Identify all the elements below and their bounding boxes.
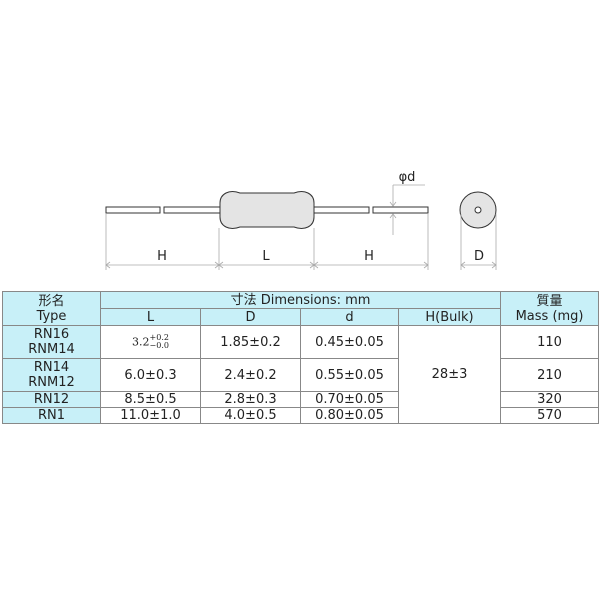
type-cell: RN14 RNM12 [2,358,101,392]
l-cell: 6.0±0.3 [100,358,201,392]
d-diameter-cell: 1.85±0.2 [200,325,301,359]
header-mass: 質量 Mass (mg) [500,291,600,326]
header-dimensions: 寸法 Dimensions: mm [99,291,502,309]
header-type: 形名 Type [2,291,101,326]
dimensions-table: 形名 Type 寸法 Dimensions: mm 質量 Mass (mg) L D… [2,291,600,424]
d-diameter-cell: 2.4±0.2 [200,358,301,392]
label-h-right: H [364,249,374,264]
lead-d-cell: 0.45±0.05 [300,325,399,359]
lead-d-cell: 0.70±0.05 [300,391,399,408]
table-row: RN16 RNM14 3.2 +0.2 −0.0 1.85±0.2 0.45±0.05… [2,325,600,424]
lead-right-outer [372,206,429,214]
type-cell: RN12 [2,391,101,408]
d-diameter-cell: 2.8±0.3 [200,391,301,408]
label-h-left: H [157,249,167,264]
label-phi-d: φd [399,170,416,185]
l-cell: 3.2 +0.2 −0.0 [100,325,201,359]
lead-left-outer [105,206,161,214]
mass-cell: 110 [500,325,600,359]
lead-d-cell: 0.80±0.05 [300,407,399,424]
table-row: RN1 11.0±1.0 4.0±0.5 0.80±0.05 570 [2,407,600,424]
d-diameter-cell: 4.0±0.5 [200,407,301,424]
header-h-bulk: H(Bulk) [397,308,502,326]
lead-left-inner [163,206,221,214]
header-d-diameter: D [200,308,301,326]
mass-cell: 570 [500,407,600,424]
label-l: L [262,249,270,264]
header-lead-d: d [300,308,399,326]
type-cell: RN16 RNM14 [2,325,101,359]
header-l: L [100,308,201,326]
mass-cell: 210 [500,358,600,392]
resistor-dimension-diagram: H L H D φd [105,170,497,270]
h-bulk-cell: 28±3 [397,325,502,424]
label-d-diameter: D [474,249,484,264]
lead-d-cell: 0.55±0.05 [300,358,399,392]
table-row: RN12 8.5±0.5 2.8±0.3 0.70±0.05 320 [2,391,600,408]
mass-cell: 320 [500,391,600,408]
l-cell: 11.0±1.0 [100,407,201,424]
l-cell: 8.5±0.5 [100,391,201,408]
type-cell: RN1 [2,407,101,424]
resistor-body [219,191,315,229]
table-row: RN14 RNM12 6.0±0.3 2.4±0.2 0.55±0.05 210 [2,358,600,392]
lead-right-inner [310,206,370,214]
end-view-lead [474,206,482,214]
